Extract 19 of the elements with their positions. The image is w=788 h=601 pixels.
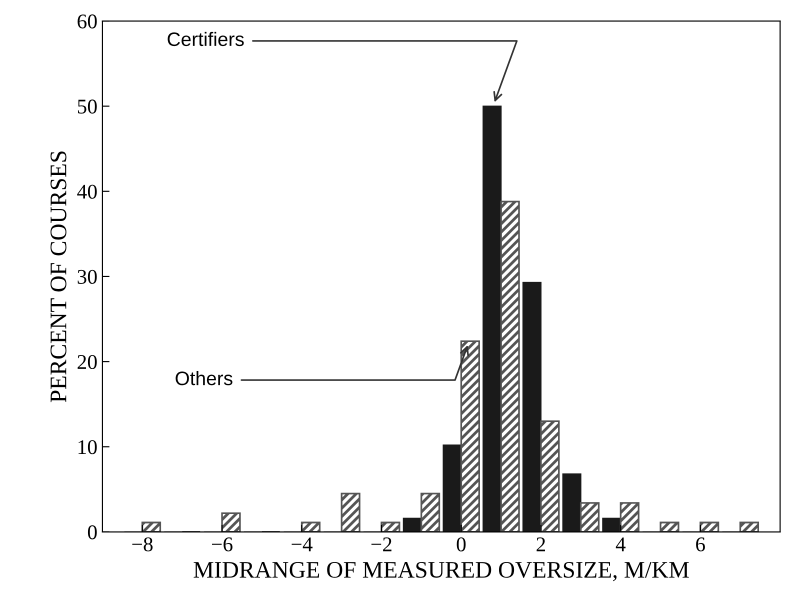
y-tick-label: 40 xyxy=(77,184,97,199)
y-tick-label: 50 xyxy=(78,100,97,114)
y-axis-title: PERCENT OF COURSES xyxy=(50,152,66,402)
x-tick-label: −4 xyxy=(292,537,313,552)
x-tick-label: −2 xyxy=(371,537,392,552)
x-tick-label: −6 xyxy=(212,537,232,552)
x-tick-label: 4 xyxy=(616,537,626,552)
x-tick-label: 0 xyxy=(456,537,466,552)
x-axis-title: MIDRANGE OF MEASURED OVERSIZE, M/KM xyxy=(194,562,689,582)
x-tick-label: −8 xyxy=(132,537,153,552)
y-tick-label: 10 xyxy=(78,440,97,454)
y-tick-label: 0 xyxy=(88,525,97,540)
y-tick-label: 20 xyxy=(78,354,97,370)
annotation: Certifiers xyxy=(168,32,244,46)
x-tick-label: 2 xyxy=(536,537,545,552)
annotation: Others xyxy=(176,370,232,386)
y-tick-label: 30 xyxy=(78,270,97,284)
y-tick-label: 60 xyxy=(78,14,97,28)
x-tick-label: 6 xyxy=(696,537,705,552)
